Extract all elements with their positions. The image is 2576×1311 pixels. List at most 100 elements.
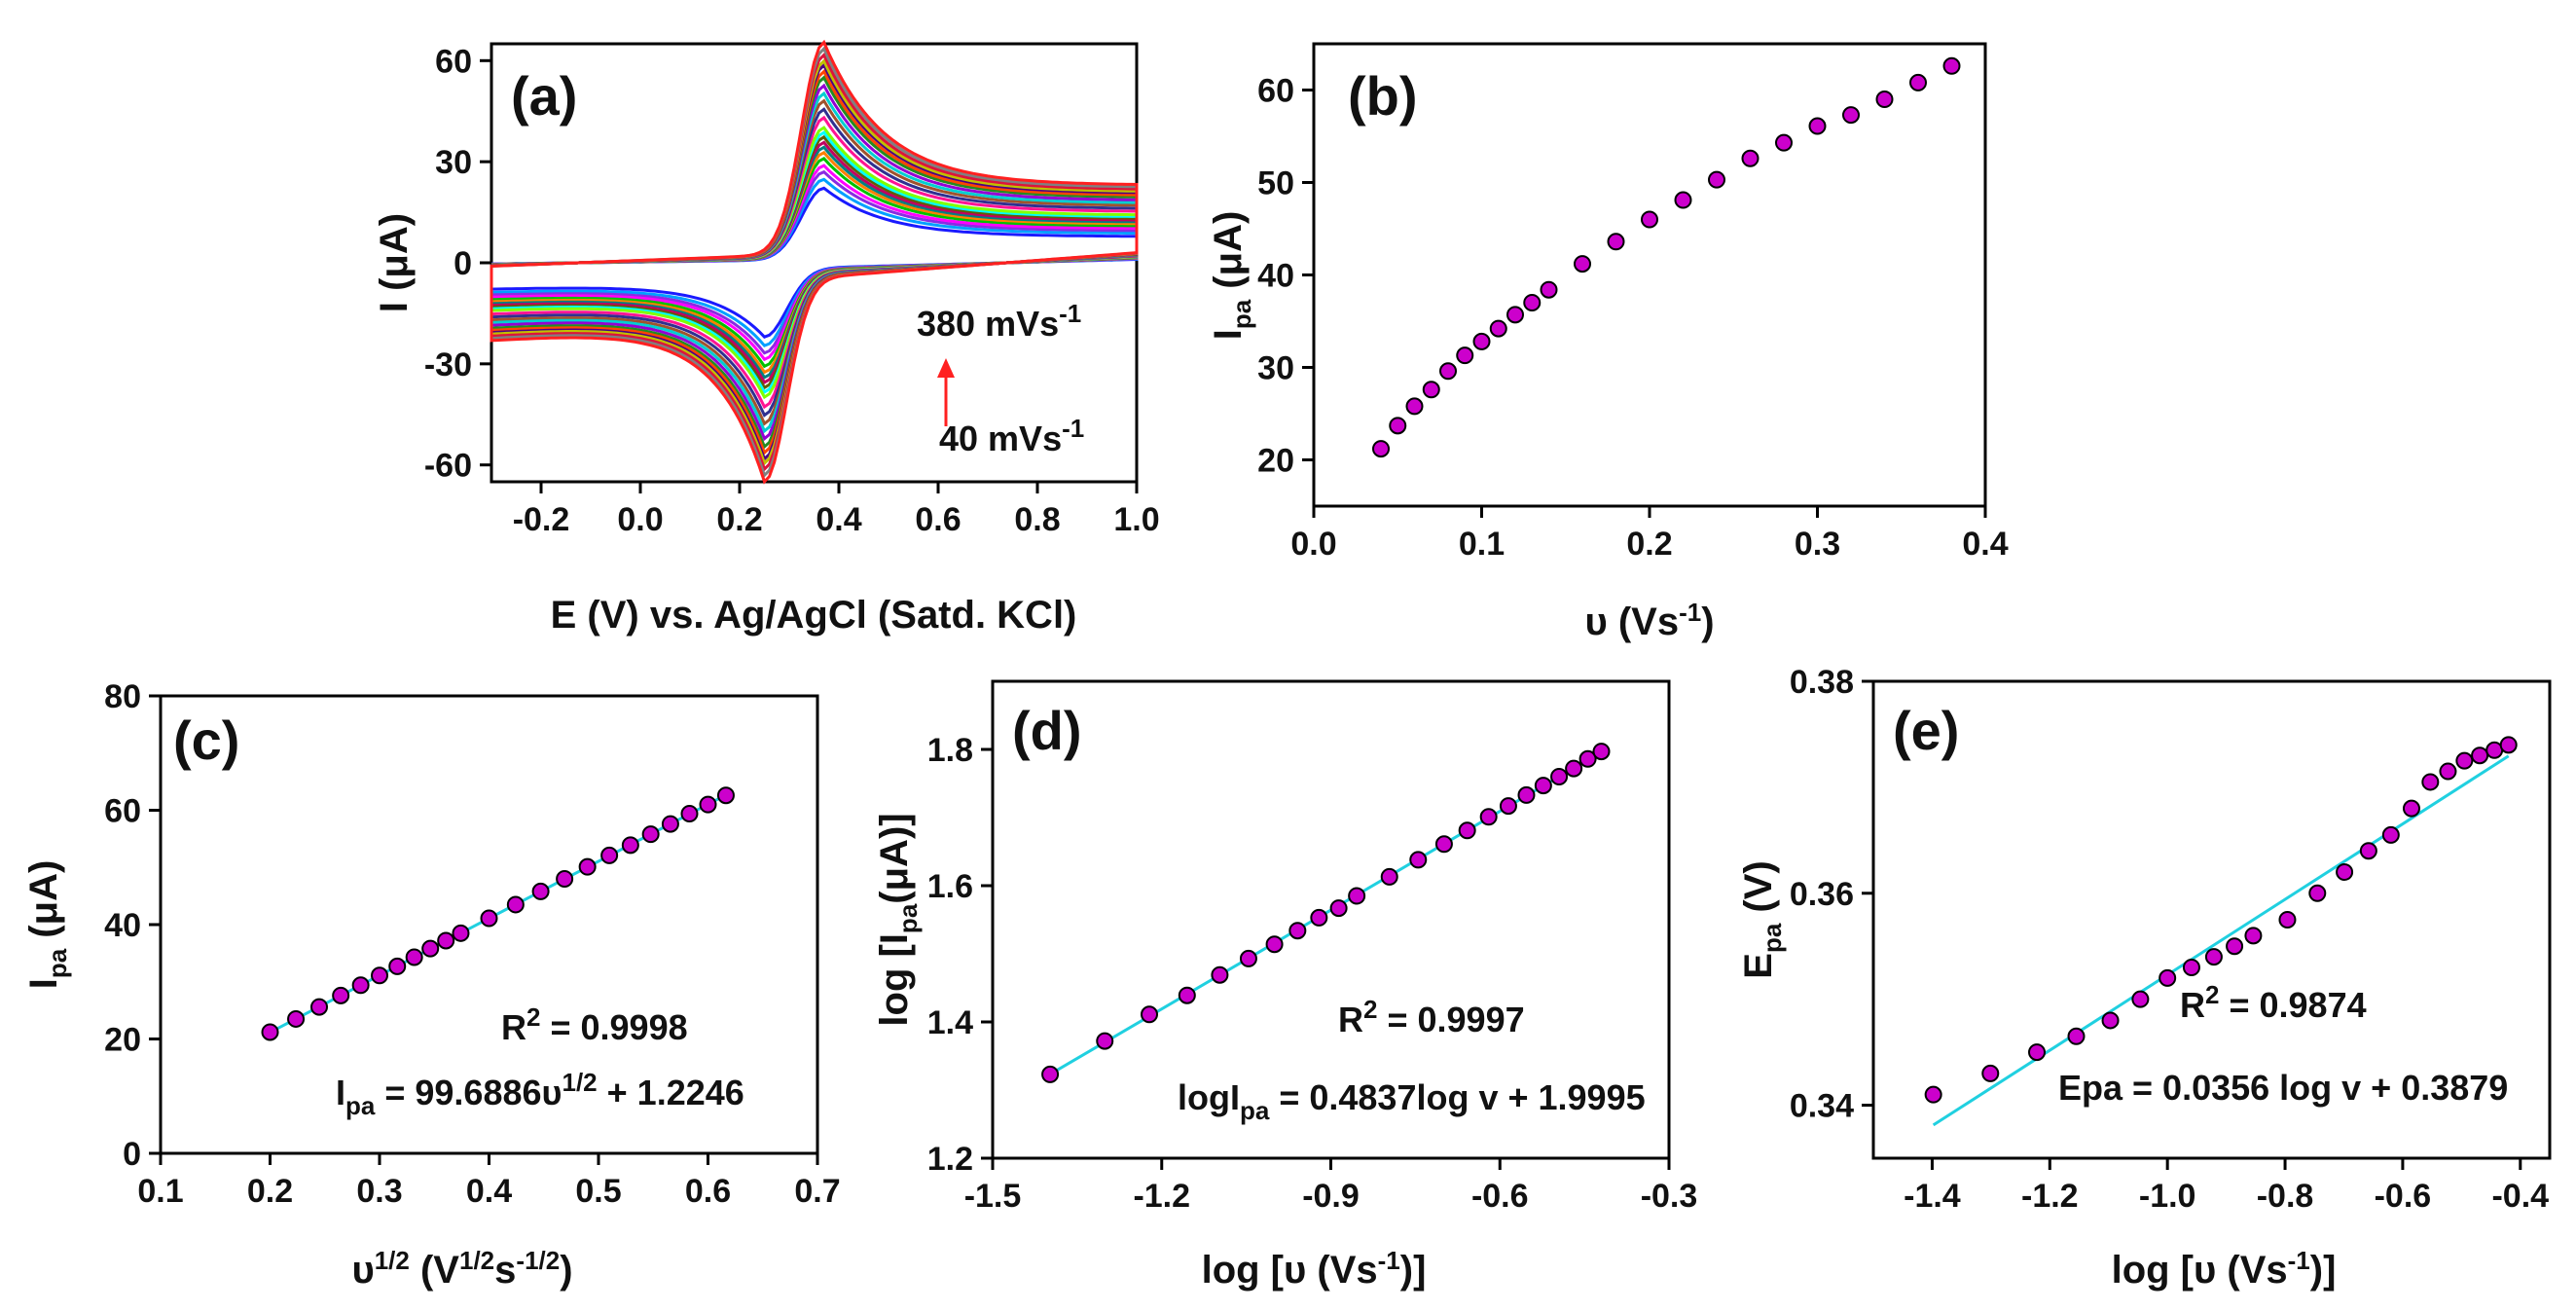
panel-a-y-tick-label: 0: [454, 245, 472, 282]
panel-d-data-point: [1329, 899, 1348, 918]
panel-e-x-axis-title: log [υ (Vs-1)]: [2112, 1246, 2337, 1292]
panel-c-x-tick-label: 0.6: [685, 1173, 731, 1210]
panel-e-data-point: [2499, 736, 2518, 754]
panel-d-y-tick-label: 1.8: [927, 732, 973, 769]
panel-a-y-tick-label: 30: [435, 144, 472, 181]
panel-e-regression-line: [1932, 754, 2510, 1127]
panel-b-x-tick-label: 0.3: [1795, 526, 1840, 563]
panel-b-label: (b): [1348, 65, 1418, 127]
panel-c-data-point: [661, 815, 679, 833]
panel-d-data-point: [1239, 949, 1257, 967]
panel-d-label: (d): [1012, 700, 1082, 761]
panel-d-fit-equation: logIpa = 0.4837log v + 1.9995: [1178, 1077, 1646, 1125]
panel-c-data-point: [261, 1023, 279, 1041]
panel-e-data-point: [2439, 762, 2457, 781]
panel-d-data-point: [1041, 1065, 1060, 1083]
panel-b-data-point: [1607, 233, 1625, 251]
panel-a-cv-curve: [490, 39, 1139, 485]
panel-e-data-point: [1924, 1085, 1942, 1104]
panel-a-cyclic-voltammogram: -0.2 0.0 0.2 0.4 0.6 0.8 1.0 -60 -30 0 30 60 (a) E …: [373, 39, 1160, 637]
panel-e-data-point: [2067, 1027, 2086, 1045]
panel-d-x-axis-title: log [υ (Vs-1)]: [1202, 1246, 1427, 1292]
panel-b-x-tick-label: 0.4: [1962, 526, 2008, 563]
panel-e-data-point: [2381, 825, 2400, 844]
panel-d-x-tick-label: -0.6: [1471, 1178, 1529, 1215]
panel-c-data-point: [421, 939, 440, 958]
panel-a-y-axis-title: I (μA): [373, 213, 416, 312]
panel-c-peak-current-vs-sqrt-scan-rate: 0.1 0.2 0.3 0.4 0.5 0.6 0.7 0 20 40 60 80 (c) R2 = …: [22, 678, 841, 1292]
panel-b-y-axis-title: Ipa (μA): [1207, 211, 1256, 341]
panel-b-x-tick-label: 0.0: [1290, 526, 1336, 563]
panel-a-x-tick-label: 1.0: [1113, 501, 1159, 538]
panel-e-data-point: [2159, 968, 2177, 987]
panel-e-data-point: [2101, 1011, 2120, 1030]
panel-a-x-tick-label: 0.4: [816, 501, 861, 538]
panel-b-data-point: [1674, 191, 1692, 209]
panel-d-data-point: [1578, 749, 1597, 768]
panel-b-data-point: [1708, 170, 1725, 189]
panel-c-label: (c): [173, 710, 239, 771]
panel-b-data-point: [1641, 210, 1658, 229]
panel-c-ticks: 0.1 0.2 0.3 0.4 0.5 0.6 0.7 0 20 40 60 80: [104, 678, 840, 1210]
panel-e-data-point: [2336, 863, 2354, 881]
panel-b-data-point: [1472, 332, 1491, 350]
panel-c-x-tick-label: 0.2: [247, 1173, 293, 1210]
panel-e-x-tick-label: -1.0: [2139, 1178, 2196, 1215]
panel-b-x-tick-label: 0.2: [1626, 526, 1672, 563]
panel-e-data-point: [2028, 1043, 2047, 1062]
panel-c-data-points: [261, 786, 735, 1041]
panel-c-x-tick-label: 0.5: [575, 1173, 621, 1210]
panel-c-x-tick-label: 0.4: [466, 1173, 512, 1210]
panel-d-y-tick-label: 1.4: [927, 1004, 973, 1041]
panel-e-data-point: [2402, 799, 2420, 818]
panel-d-data-point: [1141, 1005, 1159, 1024]
panel-d-data-points: [1041, 743, 1611, 1083]
panel-d-x-tick-label: -0.9: [1302, 1178, 1360, 1215]
panel-b-data-point: [1875, 91, 1894, 108]
panel-e-data-points: [1924, 736, 2518, 1104]
panel-c-y-tick-label: 60: [104, 793, 141, 830]
panel-b-data-point: [1842, 106, 1860, 125]
panel-b-data-point: [1741, 149, 1760, 167]
panel-c-fit-equation: Ipa = 99.6886υ1/2 + 1.2246: [336, 1068, 744, 1120]
panel-d-y-tick-label: 1.6: [927, 868, 973, 905]
panel-b-data-point: [1909, 73, 1927, 91]
panel-c-x-tick-label: 0.7: [794, 1173, 840, 1210]
panel-a-x-tick-label: 0.2: [716, 501, 762, 538]
panel-a-x-tick-label: 0.6: [915, 501, 961, 538]
panel-b-x-axis-title: υ (Vs-1): [1584, 598, 1714, 643]
panel-c-y-tick-label: 80: [104, 678, 141, 715]
panel-e-fit-equation: Epa = 0.0356 log v + 0.3879: [2058, 1068, 2508, 1108]
panel-a-y-tick-label: -60: [424, 448, 472, 485]
panel-c-data-point: [287, 1009, 306, 1028]
panel-c-data-point: [452, 924, 470, 942]
panel-d-x-tick-label: -0.3: [1641, 1178, 1698, 1215]
panel-c-data-point: [680, 805, 699, 823]
panel-d-x-tick-label: -1.2: [1133, 1178, 1190, 1215]
panel-a-annotation-40: 40 mVs-1: [939, 414, 1084, 458]
panel-e-x-tick-label: -1.4: [1904, 1178, 1961, 1215]
panel-c-data-point: [621, 836, 639, 855]
panel-c-data-point: [371, 966, 388, 985]
panel-b-y-tick-label: 50: [1257, 165, 1294, 202]
panel-d-data-point: [1434, 835, 1453, 854]
panel-e-r2-annotation: R2 = 0.9874: [2180, 980, 2367, 1025]
panel-b-y-tick-label: 40: [1257, 258, 1294, 295]
panel-b-data-points: [1372, 56, 1961, 458]
panel-b-data-point: [1574, 255, 1591, 273]
panel-e-peak-potential-vs-log-scan-rate: -1.4 -1.2 -1.0 -0.8 -0.6 -0.4 0.34 0.36 0.38 (e)…: [1737, 664, 2552, 1292]
panel-c-data-point: [480, 909, 498, 928]
panel-c-data-point: [351, 976, 370, 995]
panel-b-data-point: [1422, 381, 1440, 399]
panel-a-x-tick-label: 0.8: [1014, 501, 1060, 538]
panel-e-x-tick-label: -0.4: [2491, 1178, 2549, 1215]
panel-e-ticks: -1.4 -1.2 -1.0 -0.8 -0.6 -0.4 0.34 0.36 0.38: [1790, 664, 2549, 1215]
panel-b-data-point: [1405, 397, 1424, 416]
panel-c-y-tick-label: 0: [123, 1136, 141, 1173]
panel-d-data-point: [1265, 935, 1284, 954]
panel-d-data-point: [1499, 797, 1517, 816]
panel-a-arrow-head: [937, 358, 955, 378]
panel-d-y-tick-label: 1.2: [927, 1141, 973, 1178]
panel-c-data-point: [556, 870, 574, 888]
